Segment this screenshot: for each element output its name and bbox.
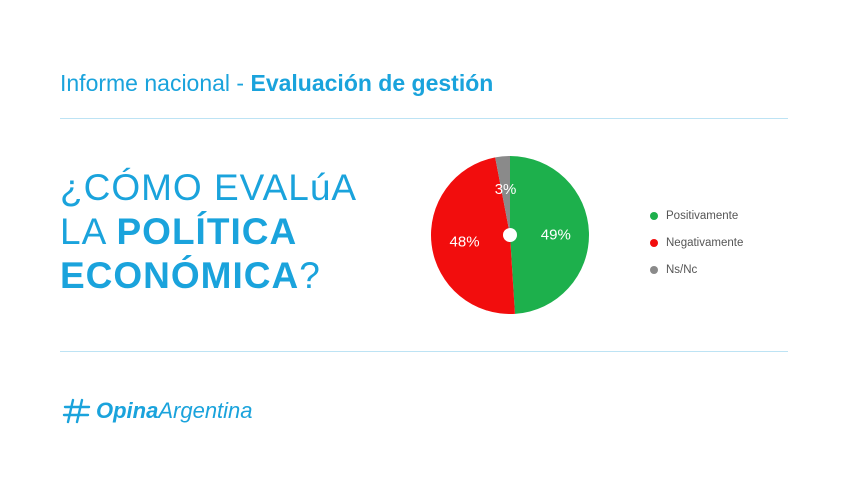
hash-icon — [62, 398, 91, 424]
legend-swatch — [650, 265, 658, 274]
header-prefix: Informe nacional - — [60, 70, 251, 96]
question-line-3-plain: ? — [299, 255, 321, 296]
question-line-2: LA POLÍTICA — [60, 210, 357, 254]
question-line-2-bold: POLÍTICA — [116, 211, 298, 252]
legend-swatch — [650, 211, 658, 220]
header-title: Evaluación de gestión — [250, 70, 494, 96]
pie-label-positivamente: 49% — [541, 227, 571, 244]
legend-item: Positivamente — [650, 202, 743, 229]
question-line-1: ¿CÓMO EVALúA — [60, 167, 358, 208]
legend-label: Positivamente — [666, 209, 739, 222]
pie-label-ns-nc: 3% — [495, 181, 517, 198]
chart-legend: Positivamente Negativamente Ns/Nc — [650, 202, 743, 283]
opina-argentina-logo: Opina Argentina — [62, 398, 253, 424]
legend-item: Ns/Nc — [650, 256, 743, 283]
logo-bold-text: Opina — [96, 398, 159, 423]
pie-slice-positivamente — [510, 156, 590, 314]
report-header: Informe nacional - Evaluación de gestión — [60, 70, 493, 97]
legend-item: Negativamente — [650, 229, 743, 256]
top-divider — [60, 118, 788, 119]
logo-regular-text: Argentina — [158, 398, 253, 423]
legend-swatch — [650, 238, 658, 247]
bottom-divider — [60, 351, 788, 352]
pie-center-dot — [503, 228, 517, 242]
pie-chart: 49% 48% 3% — [430, 156, 590, 314]
pie-slice-ns-nc — [495, 156, 510, 235]
legend-label: Negativamente — [666, 236, 744, 249]
question-line-2-plain: LA — [60, 211, 117, 252]
pie-slice-negativamente — [430, 157, 515, 314]
question-heading: ¿CÓMO EVALúA LA POLÍTICA ECONÓMICA? — [60, 166, 357, 298]
pie-label-negativamente: 48% — [450, 234, 480, 251]
question-line-3-bold: ECONÓMICA — [60, 255, 300, 296]
legend-label: Ns/Nc — [666, 263, 698, 276]
question-line-3: ECONÓMICA? — [60, 254, 357, 298]
